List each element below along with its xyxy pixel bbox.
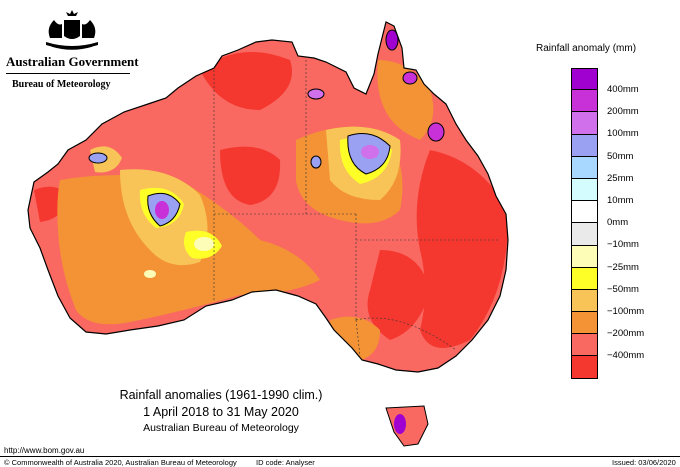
legend-label: 200mm	[607, 106, 639, 118]
severe-deficit-central	[220, 146, 281, 205]
government-name: Australian Government	[6, 54, 139, 69]
legend-swatch	[571, 90, 598, 113]
legend-swatch	[571, 112, 598, 135]
legend-label: −200mm	[607, 328, 645, 340]
near-normal-southwest	[144, 270, 156, 278]
legend-label: 0mm	[607, 217, 629, 229]
moderate-deficit-northeast	[377, 60, 434, 140]
legend-label: −10mm	[607, 239, 639, 251]
surplus-townsville	[427, 122, 445, 142]
map-title: Rainfall anomalies (1961-1990 clim.)	[119, 388, 323, 402]
department-name: Bureau of Meteorology	[12, 79, 111, 90]
copyright-text: © Commonwealth of Australia 2020, Austra…	[4, 458, 237, 467]
surplus-top-end	[300, 39, 312, 49]
header-divider	[6, 73, 130, 74]
legend-label: −400mm	[607, 350, 645, 362]
legend-label: −25mm	[607, 261, 639, 273]
legend-swatch	[571, 201, 598, 224]
legend-title: Rainfall anomaly (mm)	[536, 43, 637, 54]
government-logo	[6, 8, 136, 52]
legend-swatch	[571, 134, 598, 157]
severe-deficit-southeast	[367, 250, 430, 340]
state-borders	[213, 60, 500, 357]
legend-swatch	[571, 356, 598, 379]
surplus-qld-inland-core	[361, 145, 379, 159]
severe-deficit-north	[200, 52, 292, 110]
issued-date: Issued: 03/06/2020	[612, 458, 676, 467]
legend-swatch	[571, 68, 598, 91]
legend-swatch	[571, 334, 598, 357]
footer-divider	[0, 456, 680, 457]
surplus-gulf	[307, 88, 325, 100]
legend-swatch	[571, 245, 598, 268]
bom-link[interactable]: http://www.bom.gov.au	[4, 446, 85, 455]
near-normal-central-wa	[194, 237, 214, 251]
legend-label: 25mm	[607, 172, 634, 184]
legend-swatch	[571, 223, 598, 246]
map-source: Australian Bureau of Meteorology	[143, 422, 299, 434]
coat-of-arms-icon	[46, 10, 98, 50]
legend-label: 50mm	[607, 150, 634, 162]
legend-swatch	[571, 178, 598, 202]
surplus-kimberley	[88, 152, 108, 164]
surplus-tasmania-west	[394, 414, 406, 434]
legend-swatch	[571, 267, 598, 290]
legend-label: −100mm	[607, 305, 645, 317]
legend-label: −50mm	[607, 283, 639, 295]
legend-label: 400mm	[607, 84, 639, 95]
legend-swatch	[571, 289, 598, 313]
surplus-cape-york	[385, 29, 399, 51]
tasmania-land	[385, 405, 429, 447]
surplus-pilbara-core	[155, 201, 169, 219]
legend-label: 100mm	[607, 128, 639, 140]
legend-label: 10mm	[607, 194, 634, 206]
surplus-cairns	[402, 71, 418, 85]
surplus-barkly	[310, 155, 322, 169]
map-period: 1 April 2018 to 31 May 2020	[143, 405, 299, 419]
legend-swatch	[571, 156, 598, 179]
severe-deficit-east	[416, 150, 508, 348]
id-code: ID code: Analyser	[256, 458, 315, 467]
legend-swatch	[571, 312, 598, 335]
